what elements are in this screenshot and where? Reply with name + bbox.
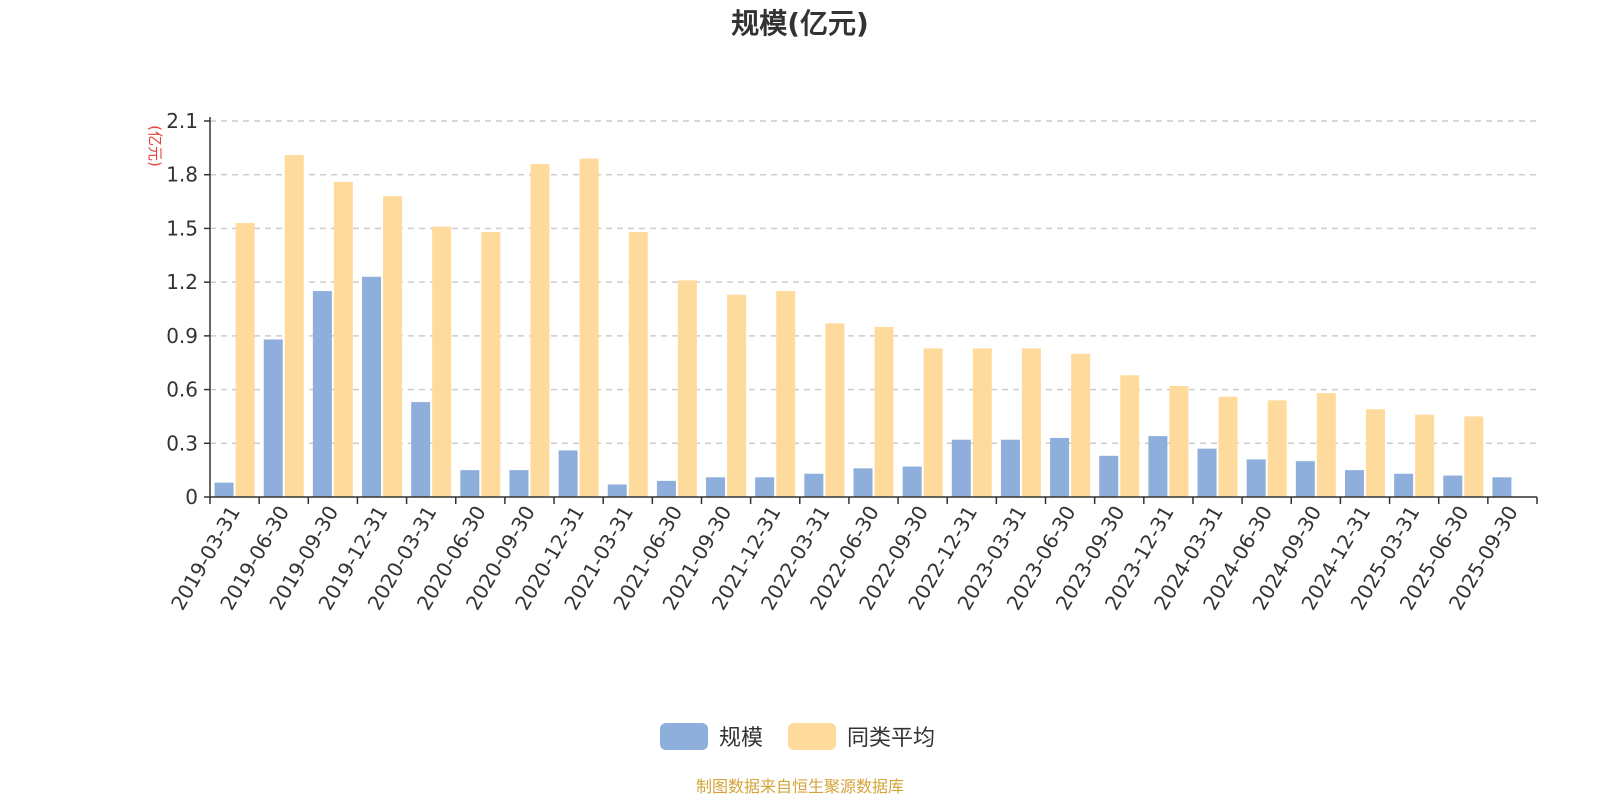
bar-peer-average[interactable] bbox=[1021, 348, 1041, 497]
bar-scale[interactable] bbox=[607, 484, 627, 497]
bar-scale[interactable] bbox=[804, 473, 824, 497]
bar-peer-average[interactable] bbox=[383, 196, 403, 497]
bar-peer-average[interactable] bbox=[628, 232, 648, 497]
bar-peer-average[interactable] bbox=[530, 163, 550, 497]
bar-scale[interactable] bbox=[1197, 448, 1217, 497]
bar-scale[interactable] bbox=[1000, 439, 1020, 497]
bar-peer-average[interactable] bbox=[481, 232, 501, 497]
y-tick-label: 0 bbox=[185, 485, 198, 509]
bar-peer-average[interactable] bbox=[727, 294, 747, 497]
bar-peer-average[interactable] bbox=[825, 323, 845, 497]
bar-scale[interactable] bbox=[263, 339, 283, 497]
y-axis-ticks: 0 0.3 0.6 0.9 1.2 1.5 1.8 2.1 bbox=[166, 109, 210, 509]
bar-scale[interactable] bbox=[1443, 475, 1463, 497]
bar-scale[interactable] bbox=[1148, 436, 1168, 497]
bar-scale[interactable] bbox=[214, 482, 234, 497]
bar-peer-average[interactable] bbox=[579, 158, 599, 497]
bar-peer-average[interactable] bbox=[923, 348, 943, 497]
legend-swatch-scale[interactable] bbox=[660, 723, 708, 750]
bar-scale[interactable] bbox=[951, 439, 971, 497]
bar-peer-average[interactable] bbox=[1218, 396, 1238, 497]
bar-peer-average[interactable] bbox=[1415, 414, 1435, 497]
bar-scale[interactable] bbox=[656, 480, 676, 497]
bar-scale[interactable] bbox=[1099, 455, 1119, 497]
bar-scale[interactable] bbox=[1295, 461, 1315, 497]
bar-peer-average[interactable] bbox=[333, 181, 353, 497]
legend-label-peer-average[interactable]: 同类平均 bbox=[847, 726, 935, 751]
legend-label-scale[interactable]: 规模 bbox=[719, 726, 763, 751]
bar-scale[interactable] bbox=[902, 466, 922, 497]
bar-scale[interactable] bbox=[853, 468, 873, 497]
legend-item-peer-average[interactable]: 同类平均 bbox=[788, 723, 935, 751]
bar-peer-average[interactable] bbox=[874, 326, 894, 497]
y-tick-label: 1.2 bbox=[166, 270, 198, 294]
bar-scale[interactable] bbox=[312, 291, 332, 497]
bar-scale[interactable] bbox=[706, 477, 726, 497]
bar-peer-average[interactable] bbox=[432, 226, 452, 497]
bar-scale[interactable] bbox=[1050, 437, 1070, 497]
bar-peer-average[interactable] bbox=[972, 348, 992, 497]
bar-peer-average[interactable] bbox=[1120, 375, 1140, 497]
y-tick-label: 1.5 bbox=[166, 216, 198, 240]
y-tick-label: 2.1 bbox=[166, 109, 198, 133]
y-tick-label: 0.3 bbox=[166, 431, 198, 455]
bar-scale[interactable] bbox=[411, 402, 431, 497]
bar-scale[interactable] bbox=[558, 450, 578, 497]
bar-peer-average[interactable] bbox=[1464, 416, 1484, 497]
bar-scale[interactable] bbox=[1492, 477, 1512, 497]
bar-peer-average[interactable] bbox=[1365, 409, 1385, 497]
y-tick-label: 0.6 bbox=[166, 378, 198, 402]
chart-title: 规模(亿元) bbox=[731, 7, 869, 40]
x-axis-ticks: 2019-03-312019-06-302019-09-302019-12-31… bbox=[166, 497, 1538, 614]
bar-peer-average[interactable] bbox=[1267, 400, 1287, 497]
bar-scale[interactable] bbox=[1394, 473, 1414, 497]
legend[interactable]: 规模 同类平均 bbox=[660, 723, 935, 751]
bar-peer-average[interactable] bbox=[1071, 353, 1091, 497]
bar-peer-average[interactable] bbox=[776, 291, 796, 497]
bar-peer-average[interactable] bbox=[1169, 385, 1189, 497]
y-tick-label: 1.8 bbox=[166, 163, 198, 187]
y-tick-label: 0.9 bbox=[166, 324, 198, 348]
axes bbox=[209, 117, 1537, 498]
bar-scale[interactable] bbox=[509, 470, 529, 497]
bar-scale[interactable] bbox=[755, 477, 775, 497]
y-axis-unit-label: (亿元) bbox=[146, 125, 164, 167]
bar-peer-average[interactable] bbox=[235, 223, 255, 498]
grid-lines bbox=[210, 120, 1537, 445]
legend-swatch-peer-average[interactable] bbox=[788, 723, 836, 750]
bar-peer-average[interactable] bbox=[677, 280, 697, 497]
bar-scale[interactable] bbox=[1246, 459, 1266, 497]
data-source-note: 制图数据来自恒生聚源数据库 bbox=[696, 777, 904, 796]
bar-scale[interactable] bbox=[362, 276, 382, 497]
legend-item-scale[interactable]: 规模 bbox=[660, 723, 763, 751]
bars bbox=[214, 155, 1512, 498]
bar-peer-average[interactable] bbox=[284, 155, 304, 497]
bar-peer-average[interactable] bbox=[1316, 393, 1336, 497]
bar-scale[interactable] bbox=[1344, 470, 1364, 497]
bar-scale[interactable] bbox=[460, 470, 480, 497]
